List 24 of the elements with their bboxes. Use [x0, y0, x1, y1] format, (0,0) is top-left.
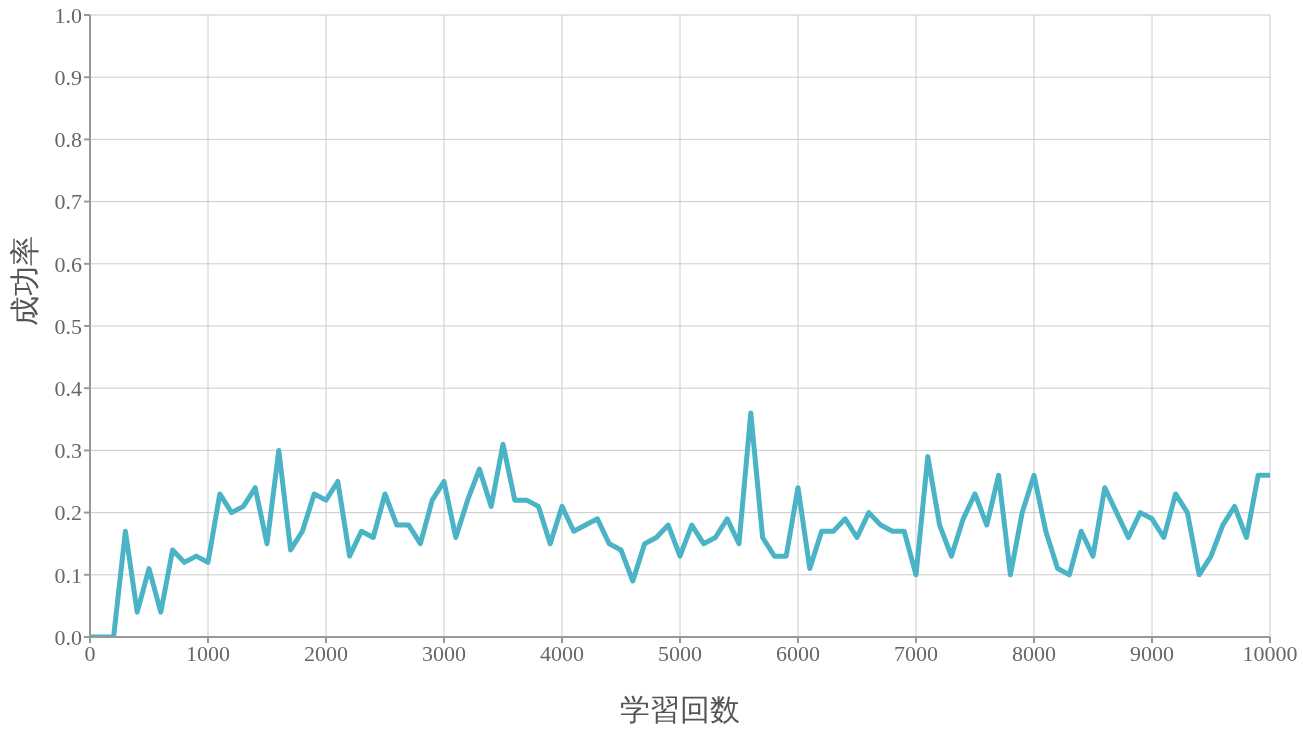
x-tick-label: 3000 [422, 640, 466, 666]
y-tick-label: 1.0 [54, 2, 82, 28]
x-tick-label: 10000 [1242, 640, 1298, 666]
y-tick-label: 0.6 [54, 251, 82, 277]
y-tick-label: 0.3 [54, 438, 82, 464]
x-tick-label: 6000 [776, 640, 820, 666]
x-tick-label: 9000 [1130, 640, 1174, 666]
x-tick-label: 4000 [540, 640, 584, 666]
y-axis-title: 成功率 [7, 236, 41, 326]
x-tick-label: 2000 [304, 640, 348, 666]
y-tick-label: 0.5 [54, 313, 82, 339]
x-tick-label: 1000 [186, 640, 230, 666]
x-tick-label: 5000 [658, 640, 702, 666]
y-tick-label: 0.2 [54, 500, 82, 526]
y-tick-label: 0.0 [54, 624, 82, 650]
x-tick-label: 8000 [1012, 640, 1056, 666]
y-tick-label: 0.7 [54, 189, 82, 215]
y-tick-label: 0.9 [54, 65, 82, 91]
y-tick-label: 0.4 [54, 376, 82, 402]
x-tick-label: 7000 [894, 640, 938, 666]
y-tick-label: 0.8 [54, 127, 82, 153]
y-tick-label: 0.1 [54, 562, 82, 588]
x-tick-label: 0 [84, 640, 96, 666]
x-axis-title: 学習回数 [620, 693, 740, 726]
